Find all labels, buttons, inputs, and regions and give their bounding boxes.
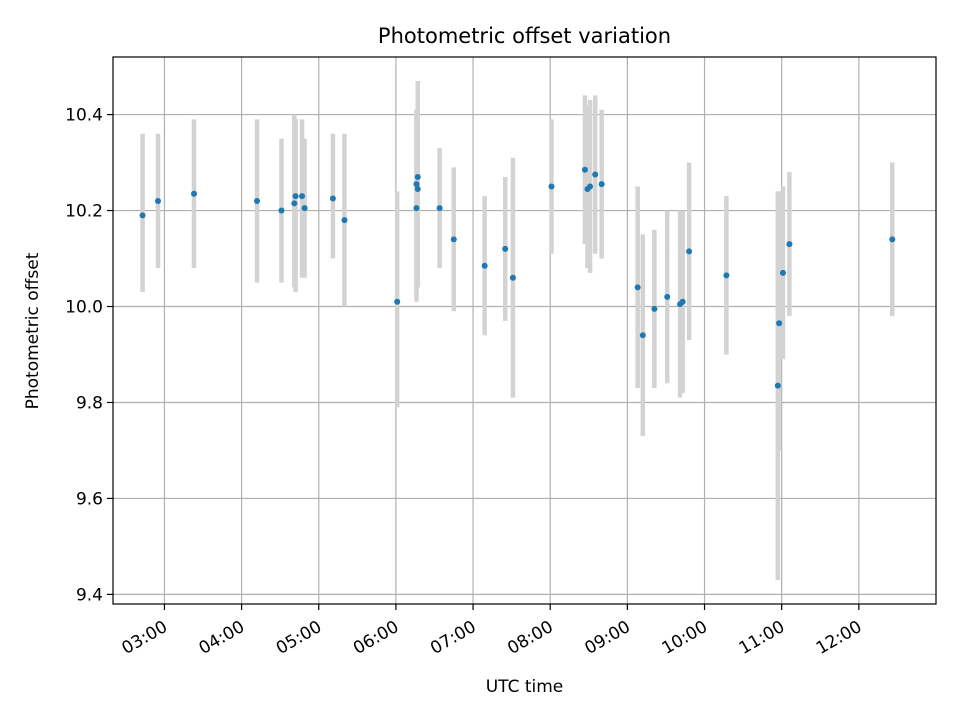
y-tick-label: 10.0 (65, 298, 103, 318)
x-tick-label: 12:00 (813, 617, 865, 659)
data-point (191, 190, 198, 197)
x-tick-label: 04:00 (196, 617, 248, 659)
x-tick-label: 06:00 (350, 617, 402, 659)
data-point (664, 293, 671, 300)
y-tick-label: 10.4 (65, 106, 103, 126)
data-point (889, 236, 896, 243)
x-tick-label: 03:00 (119, 617, 171, 659)
data-point (436, 205, 443, 212)
data-point (413, 205, 420, 212)
plot-area-frame (112, 56, 937, 605)
data-point (139, 212, 146, 219)
x-tick-label: 11:00 (736, 617, 788, 659)
y-tick-label: 9.8 (76, 393, 103, 413)
data-point (774, 382, 781, 389)
data-point (723, 272, 730, 279)
data-point (278, 207, 285, 214)
y-tick-label: 10.2 (65, 202, 103, 222)
x-tick-label: 07:00 (427, 617, 479, 659)
y-tick-label: 9.6 (76, 489, 103, 509)
data-point (394, 298, 401, 305)
data-point (254, 197, 261, 204)
data-point (155, 197, 162, 204)
data-point (779, 269, 786, 276)
data-point (502, 245, 509, 252)
data-point (581, 166, 588, 173)
data-point (686, 248, 693, 255)
error-bars (140, 80, 895, 581)
data-point (509, 274, 516, 281)
data-point (341, 217, 348, 224)
data-point (292, 193, 299, 200)
data-point (414, 173, 421, 180)
x-tick-label: 08:00 (504, 617, 556, 659)
grid-lines (113, 57, 936, 604)
data-point (776, 320, 783, 327)
data-point (587, 183, 594, 190)
data-point (679, 298, 686, 305)
data-point (634, 284, 641, 291)
data-point (299, 193, 306, 200)
data-point (301, 205, 308, 212)
data-point (598, 181, 605, 188)
data-points (139, 166, 896, 389)
data-point (414, 185, 421, 192)
y-tick-label: 9.4 (76, 585, 103, 605)
data-point (413, 181, 420, 188)
data-point (786, 241, 793, 248)
x-tick-label: 10:00 (659, 617, 711, 659)
y-axis-ticks: 9.4 9.6 9.8 10.0 10.2 10.4 (65, 106, 113, 605)
x-tick-label: 09:00 (581, 617, 633, 659)
data-point (291, 200, 298, 207)
x-tick-label: 05:00 (273, 617, 325, 659)
data-point (481, 262, 488, 269)
data-point (639, 332, 646, 339)
data-point (450, 236, 457, 243)
data-point (548, 183, 555, 190)
x-axis-title: UTC time (486, 677, 564, 697)
chart-title: Photometric offset variation (378, 24, 671, 48)
data-point (651, 305, 658, 312)
x-axis-ticks: 03:00 04:00 05:00 06:00 07:00 08:00 09:00 10:00… (119, 604, 865, 659)
data-point (329, 195, 336, 202)
data-point (592, 171, 599, 178)
y-axis-title: Photometric offset (23, 252, 43, 409)
